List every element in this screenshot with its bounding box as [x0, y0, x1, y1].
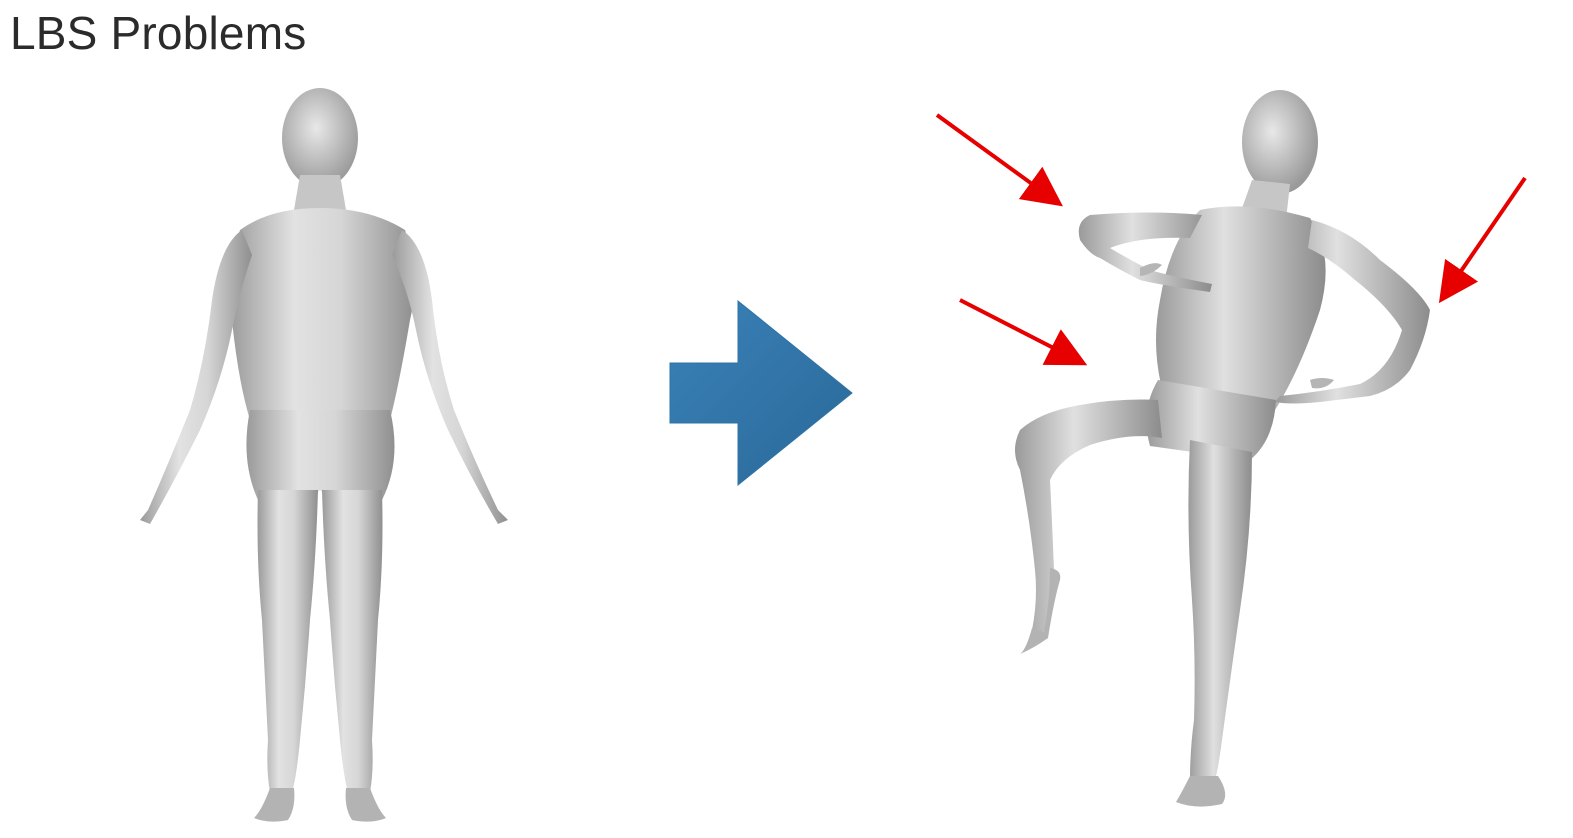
deformed-pose-body-image: [990, 80, 1460, 838]
rest-pose-body-icon: [140, 88, 508, 822]
slide-title: LBS Problems: [10, 7, 307, 59]
transform-arrow-icon: [660, 295, 860, 495]
rest-pose-body-image: [120, 80, 540, 838]
deformed-pose-body-icon: [1015, 90, 1430, 807]
